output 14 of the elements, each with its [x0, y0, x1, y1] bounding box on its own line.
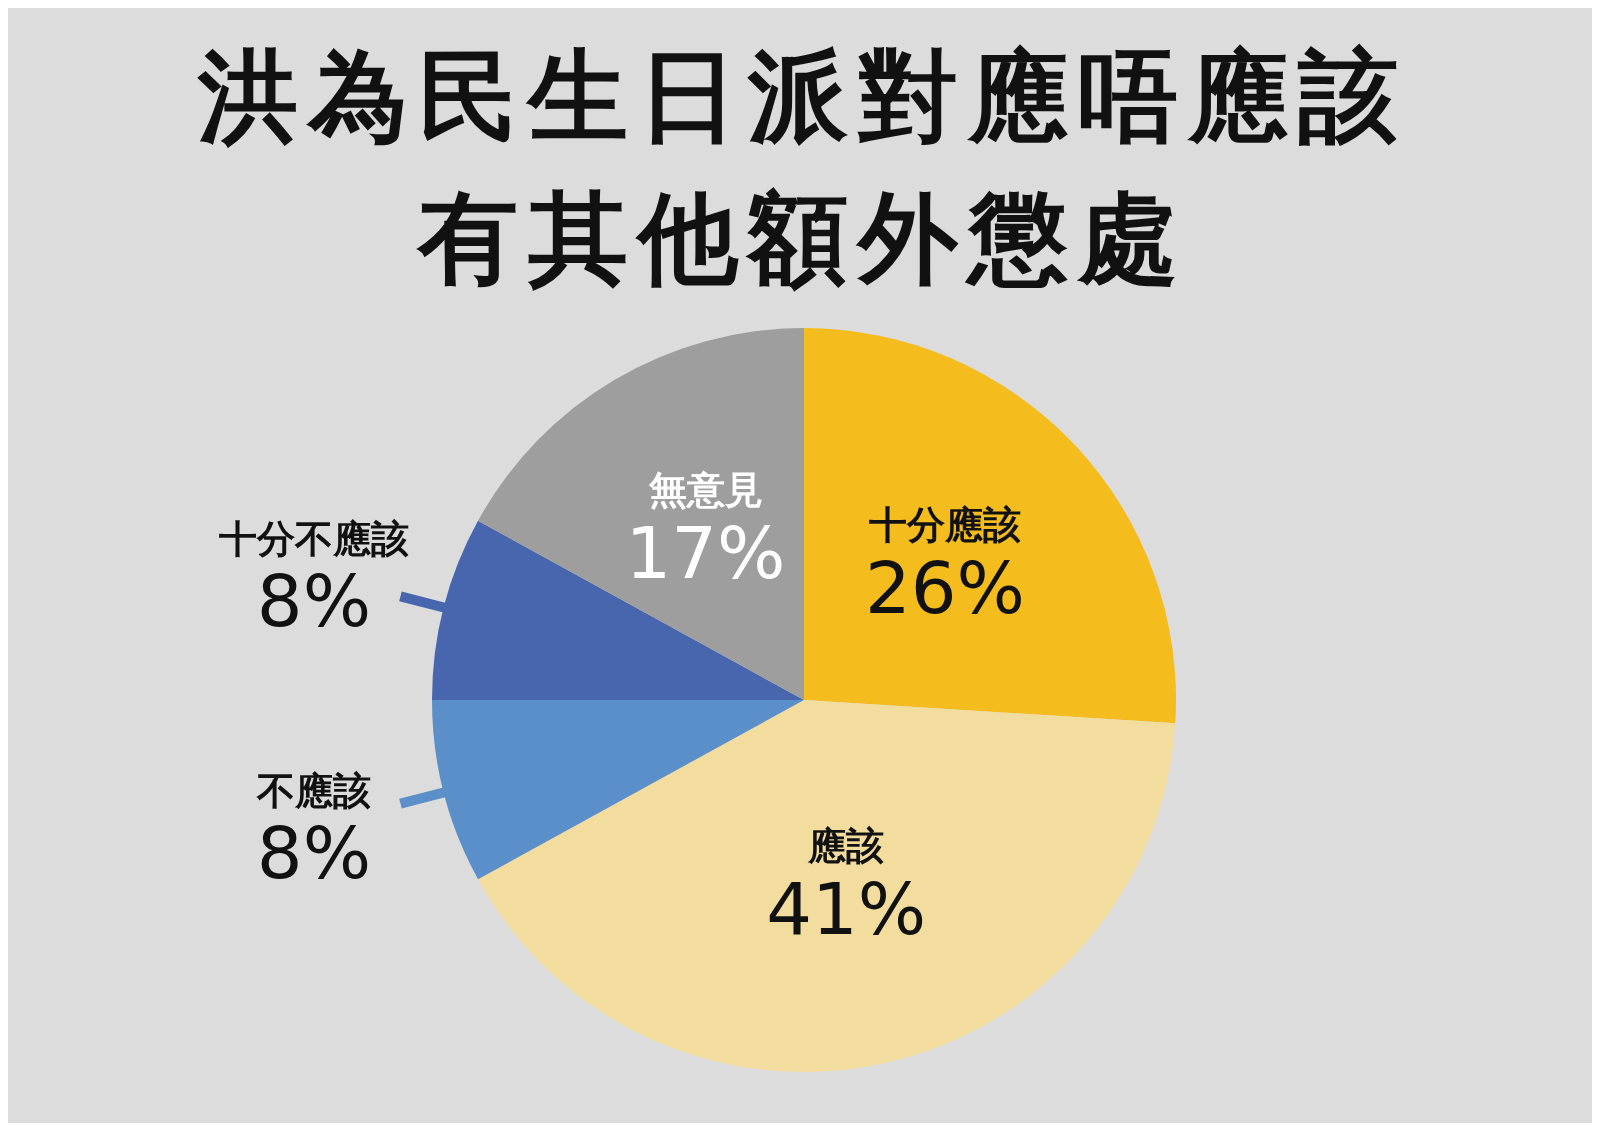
data-label: 41% — [766, 866, 927, 951]
pie-slice — [478, 328, 804, 700]
data-label: 26% — [865, 545, 1026, 630]
slice-label: 無意見 — [647, 468, 763, 513]
slice-label: 十分不應該 — [218, 517, 409, 562]
data-label: 8% — [256, 810, 372, 895]
chart-title: 洪為民生日派對應唔應該有其他額外懲處 — [196, 37, 1409, 299]
slice-label: 不應該 — [255, 768, 371, 813]
slice-label: 十分應該 — [869, 502, 1022, 547]
pie-slice — [478, 700, 1176, 1072]
slice-label: 應該 — [807, 823, 885, 868]
data-label: 8% — [256, 559, 372, 644]
pie-slice — [804, 328, 1176, 724]
data-label: 17% — [625, 511, 786, 596]
